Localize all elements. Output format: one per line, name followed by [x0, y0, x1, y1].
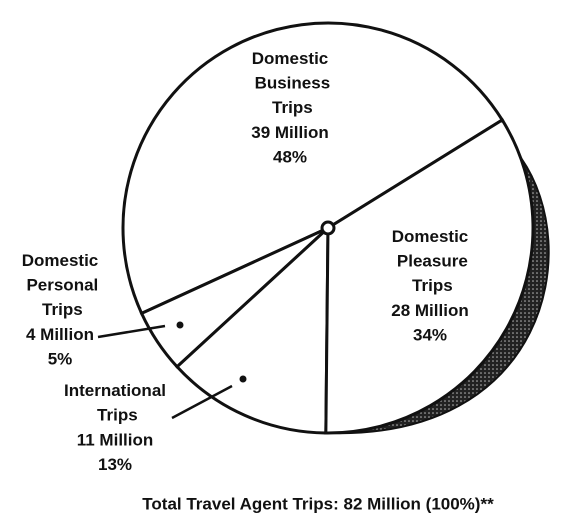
footer: Total Travel Agent Trips: 82 Million (10…: [142, 494, 494, 513]
callout-dot: [239, 375, 247, 383]
slice-percent: 13%: [98, 455, 132, 474]
slice-label: Domestic Pleasure Trips: [392, 227, 469, 295]
slice-amount: 11 Million: [77, 430, 154, 449]
slice-amount: 4 Million: [26, 325, 94, 344]
slice-percent: 5%: [48, 349, 73, 368]
pie-slice: [174, 224, 330, 435]
pie-center: [320, 220, 336, 236]
slice-percent: 34%: [413, 325, 447, 344]
slices: [121, 21, 535, 435]
slice-label: Domestic Personal Trips: [22, 251, 99, 319]
pie-slice: [324, 117, 535, 435]
slice-label: International Trips: [64, 381, 166, 425]
slice-amount: 28 Million: [391, 301, 468, 320]
labels: Domestic Business Trips 39 Million 48% Dome…: [22, 49, 469, 474]
callout-line: [97, 324, 166, 339]
slice-label: Domestic Business Trips: [250, 49, 330, 117]
callout-line: [171, 384, 233, 420]
slice-amount: 39 Million: [251, 123, 328, 142]
callout-dot: [176, 321, 184, 329]
slice-percent: 48%: [273, 147, 307, 166]
pie-slice: [121, 21, 505, 316]
